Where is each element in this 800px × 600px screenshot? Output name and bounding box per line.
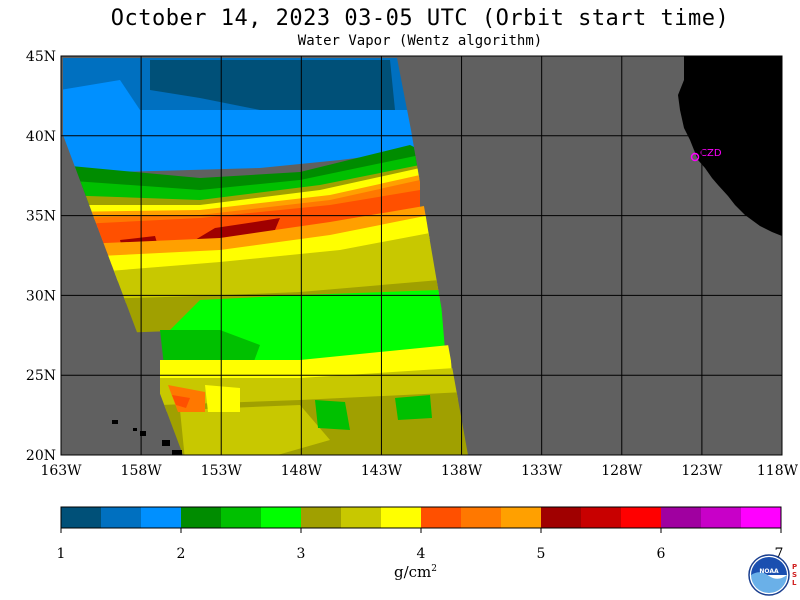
noaa-logo: NOAA: [748, 554, 790, 596]
water-vapor-swath: [63, 58, 468, 455]
lat-tick-label: 45N: [26, 49, 56, 65]
hawaii-island-3: [140, 431, 146, 436]
band-red-patch: [172, 395, 190, 408]
hawaii-island-1: [112, 420, 118, 424]
lon-tick-label: 163W: [40, 463, 82, 479]
lat-tick-label: 30N: [26, 288, 56, 304]
lat-tick-label: 35N: [26, 209, 56, 225]
colorbar: [60, 506, 782, 529]
lon-tick-label: 153W: [201, 463, 243, 479]
colorbar-tick-labels: 1 2 3 4 5 6 7: [57, 528, 784, 562]
band-green-patch: [315, 400, 350, 430]
band-lime-bottom: [180, 405, 330, 455]
colorbar-tick-label: 2: [177, 546, 186, 562]
land-masses: [112, 56, 782, 455]
colorbar-swatch: [421, 507, 462, 528]
lat-tick-label: 20N: [26, 448, 56, 464]
colorbar-swatch: [461, 507, 502, 528]
colorbar-swatch: [61, 507, 102, 528]
chart-subtitle: Water Vapor (Wentz algorithm): [297, 33, 543, 49]
lat-lon-grid: [61, 56, 782, 455]
colorbar-swatch: [581, 507, 622, 528]
lon-tick-label: 143W: [361, 463, 403, 479]
colorbar-swatch: [381, 507, 422, 528]
colorbar-swatch: [621, 507, 662, 528]
colorbar-swatch: [661, 507, 702, 528]
colorbar-swatch: [221, 507, 262, 528]
hawaii-island-2: [133, 428, 137, 431]
hawaii-island-4: [162, 440, 170, 446]
band-dark-blue: [150, 60, 395, 118]
lon-tick-label: 128W: [601, 463, 643, 479]
lon-axis-labels: 163W 158W 153W 148W 143W 138W 133W 128W 123W 118W: [40, 463, 798, 479]
lon-tick-label: 138W: [441, 463, 483, 479]
band-blue-2: [63, 80, 140, 120]
band-green: [63, 155, 420, 210]
station-label: CZD: [700, 148, 722, 159]
lat-axis-labels: 45N 40N 35N 30N 25N 20N: [26, 49, 56, 464]
band-blue: [63, 110, 420, 172]
north-america-coast: [678, 56, 782, 236]
lon-tick-label: 133W: [521, 463, 563, 479]
lon-tick-label: 118W: [757, 463, 799, 479]
colorbar-swatch: [501, 507, 542, 528]
svg-text:NOAA: NOAA: [759, 568, 779, 575]
lat-tick-label: 40N: [26, 129, 56, 145]
colorbar-tick-label: 7: [775, 546, 784, 562]
lat-tick-label: 25N: [26, 368, 56, 384]
colorbar-swatch: [701, 507, 742, 528]
colorbar-tick-label: 3: [297, 546, 306, 562]
chart-title: October 14, 2023 03-05 UTC (Orbit start …: [110, 6, 730, 31]
band-moisture-core: [195, 218, 280, 244]
lon-tick-label: 148W: [281, 463, 323, 479]
colorbar-swatch: [741, 507, 782, 528]
band-dark-green: [63, 145, 420, 200]
band-green-patch-2: [395, 395, 432, 420]
colorbar-tick-label: 4: [417, 546, 426, 562]
band-lime-olive: [63, 232, 440, 305]
colorbar-tick-label: 6: [657, 546, 666, 562]
band-yellow-top: [63, 168, 420, 222]
colorbar-swatch: [181, 507, 222, 528]
colorbar-swatch: [261, 507, 302, 528]
band-yellow-patch: [205, 385, 240, 412]
colorbar-tick-label: 1: [57, 546, 66, 562]
band-olive: [63, 165, 420, 215]
lon-tick-label: 123W: [681, 463, 723, 479]
colorbar-swatch: [541, 507, 582, 528]
station-marker: CZD: [690, 148, 722, 162]
hawaii-island-5: [172, 450, 182, 455]
map-frame: [60, 55, 783, 456]
colorbar-swatch: [301, 507, 342, 528]
lon-tick-label: 158W: [121, 463, 163, 479]
colorbar-unit-label: g/cm2: [394, 563, 438, 581]
colorbar-swatch: [341, 507, 382, 528]
colorbar-swatch: [101, 507, 142, 528]
colorbar-tick-label: 5: [537, 546, 546, 562]
colorbar-swatch: [141, 507, 182, 528]
